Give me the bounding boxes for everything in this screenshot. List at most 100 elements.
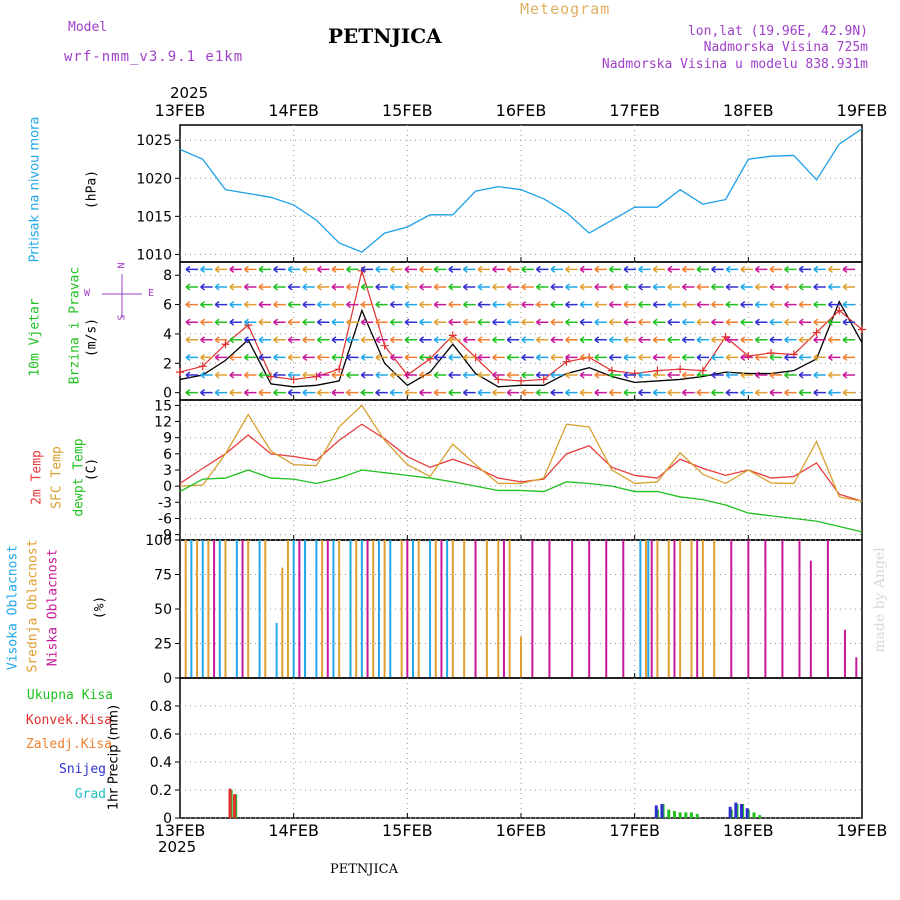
wind-arrow [185, 265, 198, 273]
gust-marker [767, 349, 776, 358]
bar-cloud_high [315, 540, 318, 678]
wind-arrow [433, 371, 447, 379]
wind-arrow [769, 353, 782, 362]
wind-arrow [798, 283, 812, 291]
bar-cloud_low [855, 657, 858, 678]
y-tick-label: 6 [163, 298, 172, 314]
wind-arrow [448, 318, 461, 326]
wind-arrow [535, 265, 549, 273]
bar-cloud_mid [400, 540, 403, 678]
wind-arrow [492, 318, 505, 326]
wind-arrow [652, 389, 666, 397]
wind-arrow [331, 371, 344, 379]
gust-marker [721, 332, 730, 341]
bar-precip_conv [228, 788, 232, 818]
wind-arrow [287, 318, 301, 326]
wind-arrow [185, 283, 198, 291]
y-tick-label: 2 [163, 356, 172, 372]
bar-cloud_mid [679, 540, 682, 678]
wind-arrow [506, 336, 520, 344]
wind-arrow [302, 318, 315, 326]
wind-arrow [667, 336, 680, 344]
y-tick-label: 1025 [136, 133, 172, 149]
wind-arrow [448, 336, 461, 344]
y-tick-label: 50 [154, 602, 172, 618]
y-tick-label: 0 [163, 386, 172, 402]
wind-arrow [652, 336, 666, 344]
wind-arrow [579, 283, 593, 291]
wind-arrow [842, 318, 855, 326]
bar-cloud_high [446, 540, 449, 678]
y-tick-label: 12 [154, 415, 172, 431]
wind-arrow [419, 300, 432, 309]
wind-arrow [185, 300, 198, 309]
bar-cloud_mid [286, 540, 289, 678]
bar-precip_total [684, 812, 688, 818]
wind-arrow [535, 371, 549, 379]
bar-cloud_low [548, 540, 551, 678]
wind-arrow [681, 265, 695, 273]
wind-arrow [594, 371, 607, 379]
bar-snow [740, 804, 744, 818]
bar-cloud_mid [451, 540, 454, 678]
wind-arrow [200, 336, 213, 344]
gust-marker [289, 375, 298, 384]
wind-arrow [667, 300, 680, 309]
wind-arrow [798, 371, 812, 379]
y-tick-label: 0 [163, 479, 172, 495]
compass-legend: N W E S [82, 262, 162, 330]
wind-arrow [769, 318, 782, 326]
wind-arrow [273, 300, 286, 309]
wind-arrow [389, 300, 403, 309]
y-tick-label: 25 [154, 637, 172, 653]
wind-arrow [725, 318, 739, 326]
wind-arrow [623, 318, 636, 326]
gust-marker [858, 325, 866, 334]
bar-precip_total [758, 815, 762, 818]
wind-arrow [754, 318, 768, 326]
bar-cloud_low [531, 540, 534, 678]
bar-cloud_low [326, 540, 329, 678]
wind-arrow [623, 389, 636, 397]
wind-arrow [200, 300, 213, 309]
bar-cloud_high [258, 540, 261, 678]
wind-arrow [827, 389, 841, 397]
wind-arrow [638, 371, 651, 379]
wind-arrow [769, 389, 782, 397]
wind-arrow [798, 389, 812, 397]
bar-snow [660, 804, 664, 818]
wind-arrow [769, 283, 782, 291]
gust-marker [698, 366, 707, 375]
wind-arrow [535, 336, 549, 344]
wind-arrow [550, 371, 563, 379]
wind-arrow [784, 336, 797, 344]
x-tick-label-top: 13FEB [155, 101, 206, 120]
wind-arrow [521, 300, 534, 309]
location-coordinates: lon,lat (19.96E, 42.9N) [687, 24, 868, 39]
bar-cloud_high [201, 540, 204, 678]
wind-arrow [725, 300, 739, 309]
wind-arrow [667, 265, 680, 273]
bar-cloud_low [809, 560, 812, 678]
wind-arrow [258, 336, 271, 344]
wind-arrow [287, 283, 301, 291]
y-tick-label: -9 [158, 528, 172, 544]
wind-arrow [784, 353, 797, 362]
y-tick-label: 100 [145, 533, 172, 549]
wind-arrow [798, 300, 812, 309]
bar-cloud_mid [281, 567, 284, 678]
gust-marker [380, 341, 389, 350]
bar-cloud_mid [196, 540, 199, 678]
wind-arrow [638, 389, 651, 397]
x-tick-label-bottom: 19FEB [837, 821, 888, 840]
wind-arrow [638, 283, 651, 291]
wind-arrow [316, 318, 330, 326]
wind-arrow [404, 318, 417, 326]
wind-arrow [360, 336, 374, 344]
wind-arrow [419, 265, 432, 273]
wind-arrow [360, 318, 374, 326]
bar-cloud_high [275, 622, 278, 678]
wind-arrow [229, 371, 242, 379]
wind-arrow [711, 371, 724, 379]
wind-arrow [346, 371, 359, 379]
